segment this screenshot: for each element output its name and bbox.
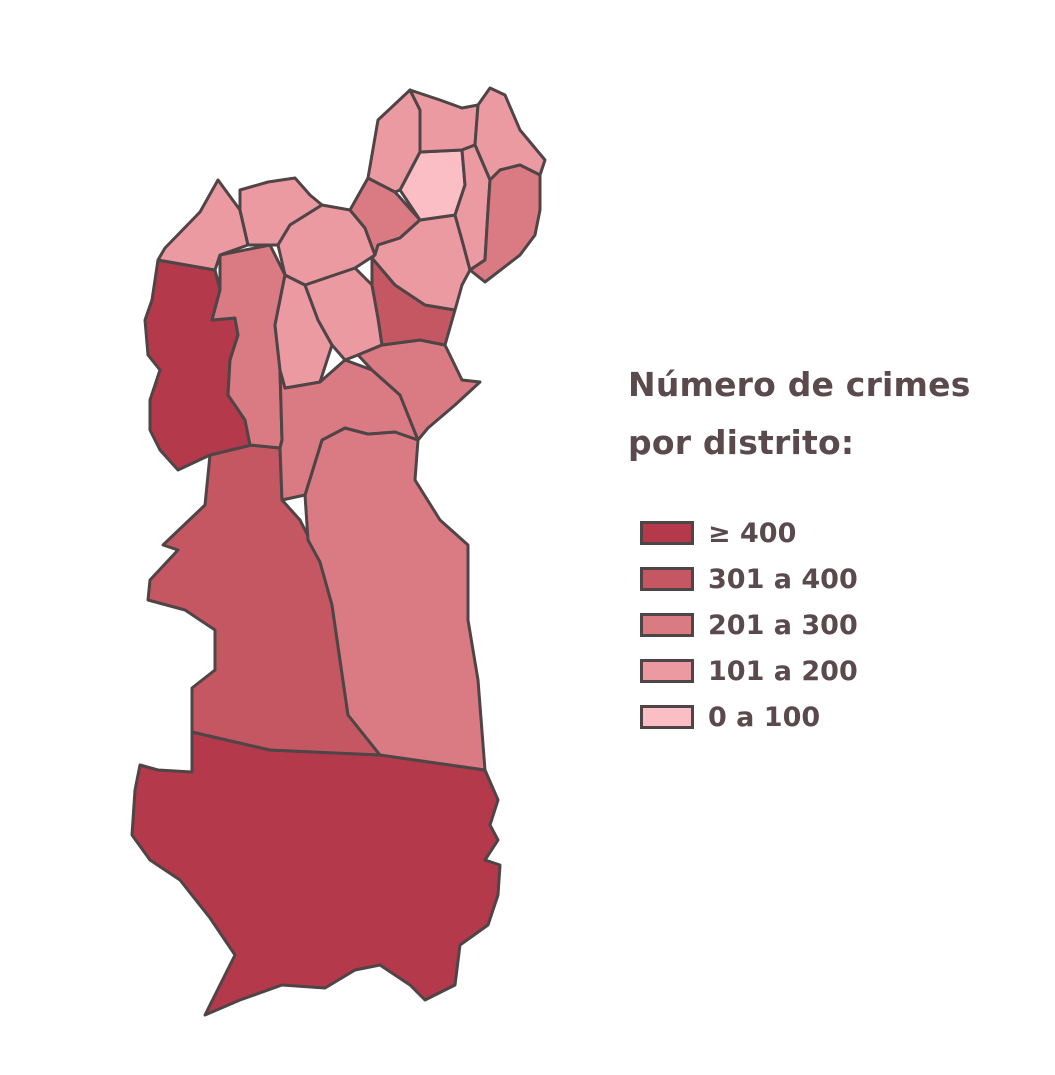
legend-swatch [640, 705, 694, 729]
legend-title-line-1: Número de crimes [628, 365, 971, 404]
legend-label: 201 a 300 [708, 609, 858, 641]
legend-swatch [640, 567, 694, 591]
district-southwest[interactable] [146, 443, 382, 757]
legend-swatch [640, 613, 694, 637]
legend-swatch [640, 521, 694, 545]
legend-item-0-100: 0 a 100 [640, 694, 1028, 740]
legend-item-101-200: 101 a 200 [640, 648, 1028, 694]
legend: Número de crimes por distrito: ≥ 400 301… [628, 356, 1028, 740]
legend-title-line-2: por distrito: [628, 423, 855, 462]
legend-label: 101 a 200 [708, 655, 858, 687]
district-south[interactable] [130, 730, 502, 1017]
legend-item-400-plus: ≥ 400 [640, 510, 1028, 556]
legend-swatch [640, 659, 694, 683]
legend-label: ≥ 400 [708, 517, 797, 549]
legend-item-201-300: 201 a 300 [640, 602, 1028, 648]
legend-title: Número de crimes por distrito: [628, 356, 1028, 472]
district-northeast[interactable] [468, 163, 542, 284]
legend-item-301-400: 301 a 400 [640, 556, 1028, 602]
legend-label: 301 a 400 [708, 563, 858, 595]
legend-label: 0 a 100 [708, 701, 821, 733]
district-middle[interactable] [278, 358, 420, 502]
legend-items: ≥ 400 301 a 400 201 a 300 101 a 200 0 a … [640, 510, 1028, 740]
district-far-north-b[interactable] [408, 88, 480, 154]
